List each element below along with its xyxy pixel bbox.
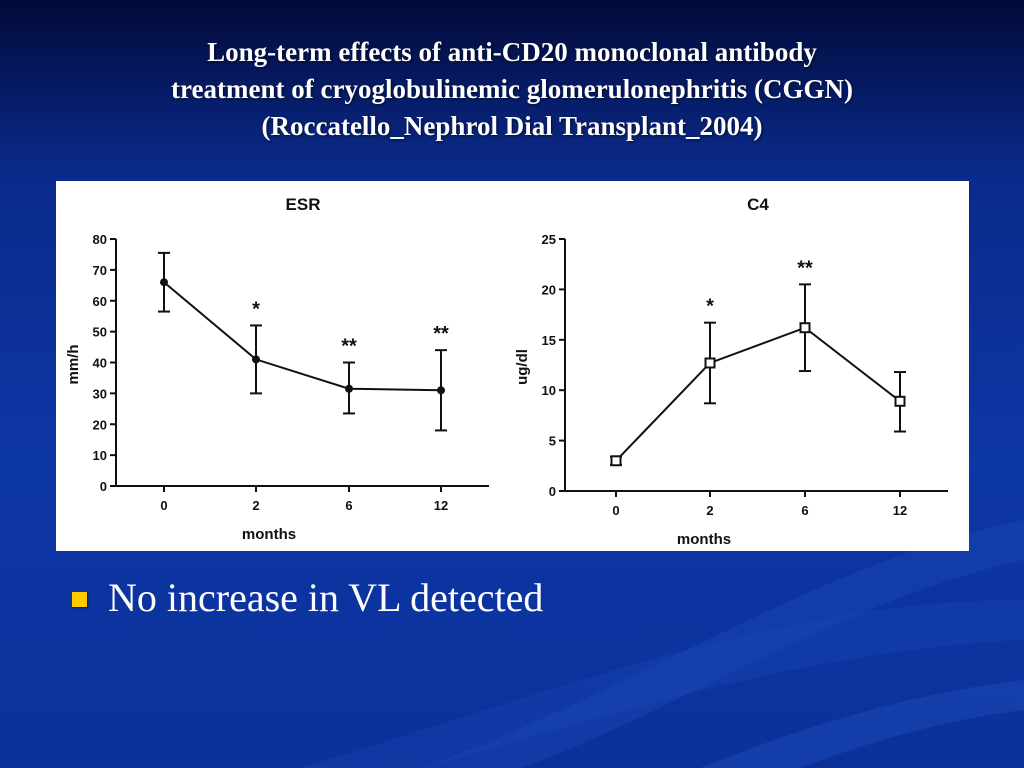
chart-1-y-tick-label: 50: [93, 325, 107, 340]
chart-2-data-point: [704, 357, 716, 369]
chart-1-significance-label: **: [341, 336, 357, 358]
chart-1-x-tick-label: 2: [252, 498, 259, 513]
chart-2-y-tick-label: 10: [542, 383, 556, 398]
chart-2-y-tick-label: 15: [542, 333, 556, 348]
chart-2-significance-label: **: [797, 257, 813, 279]
chart-1-significance-label: *: [252, 298, 260, 320]
chart-1-y-tick-label: 70: [93, 263, 107, 278]
chart-2-x-tick-label: 2: [706, 503, 713, 518]
chart-1-series-line: [163, 281, 442, 392]
chart-1-title: ESR: [286, 195, 321, 214]
title-line-3: (Roccatello_Nephrol Dial Transplant_2004…: [261, 111, 763, 141]
chart-1-data-point: [437, 386, 445, 395]
chart-1-y-tick-label: 0: [100, 479, 107, 494]
chart-2-data-point: [799, 322, 811, 334]
chart-1-y-axis-label: mm/h: [65, 344, 82, 384]
chart-panel: ESR 0 10 20 30 40 50 60 70 80 0 2 6 12 months mm/h * ** **…: [56, 181, 969, 551]
chart-2-x-axis-label: months: [677, 531, 731, 548]
chart-2-title: C4: [747, 195, 769, 214]
bullet-square-icon: [72, 592, 87, 607]
chart-2-series-line: [615, 326, 901, 462]
chart-2-x-tick-label: 12: [893, 503, 907, 518]
chart-1-x-tick-label: 6: [345, 498, 352, 513]
title-line-2: treatment of cryoglobulinemic glomerulon…: [171, 74, 853, 104]
title-line-1: Long-term effects of anti-CD20 monoclona…: [207, 37, 817, 67]
chart-1-y-tick-label: 20: [93, 417, 107, 432]
slide-title: Long-term effects of anti-CD20 monoclona…: [30, 34, 994, 145]
chart-1-data-point: [160, 278, 168, 287]
chart-2-significance-label: *: [706, 296, 714, 318]
chart-1-data-point: [345, 384, 353, 393]
chart-2-y-tick-label: 20: [542, 282, 556, 297]
chart-2-y-tick-label: 5: [549, 434, 556, 449]
chart-1-x-tick-label: 0: [160, 498, 167, 513]
chart-1-y-tick-label: 80: [93, 232, 107, 247]
chart-2-y-tick-label: 0: [549, 484, 556, 499]
chart-1-y-tick-label: 60: [93, 294, 107, 309]
chart-2-x-tick-label: 6: [801, 503, 808, 518]
bullet-item: No increase in VL detected: [108, 575, 544, 620]
chart-1-x-axis-label: months: [242, 526, 296, 543]
chart-2-data-point: [894, 395, 906, 407]
chart-1-y-tick-label: 30: [93, 386, 107, 401]
chart-2-y-axis-label: ug/dl: [514, 349, 531, 385]
chart-1-y-tick-label: 40: [93, 356, 107, 371]
chart-1-data-point: [252, 355, 260, 364]
chart-2-x-tick-label: 0: [612, 503, 619, 518]
chart-2-y-tick-label: 25: [542, 232, 556, 247]
chart-1-significance-label: **: [433, 323, 449, 345]
chart-1-x-tick-label: 12: [434, 498, 448, 513]
chart-1-y-tick-label: 10: [93, 448, 107, 463]
chart-2-data-point: [610, 455, 622, 467]
